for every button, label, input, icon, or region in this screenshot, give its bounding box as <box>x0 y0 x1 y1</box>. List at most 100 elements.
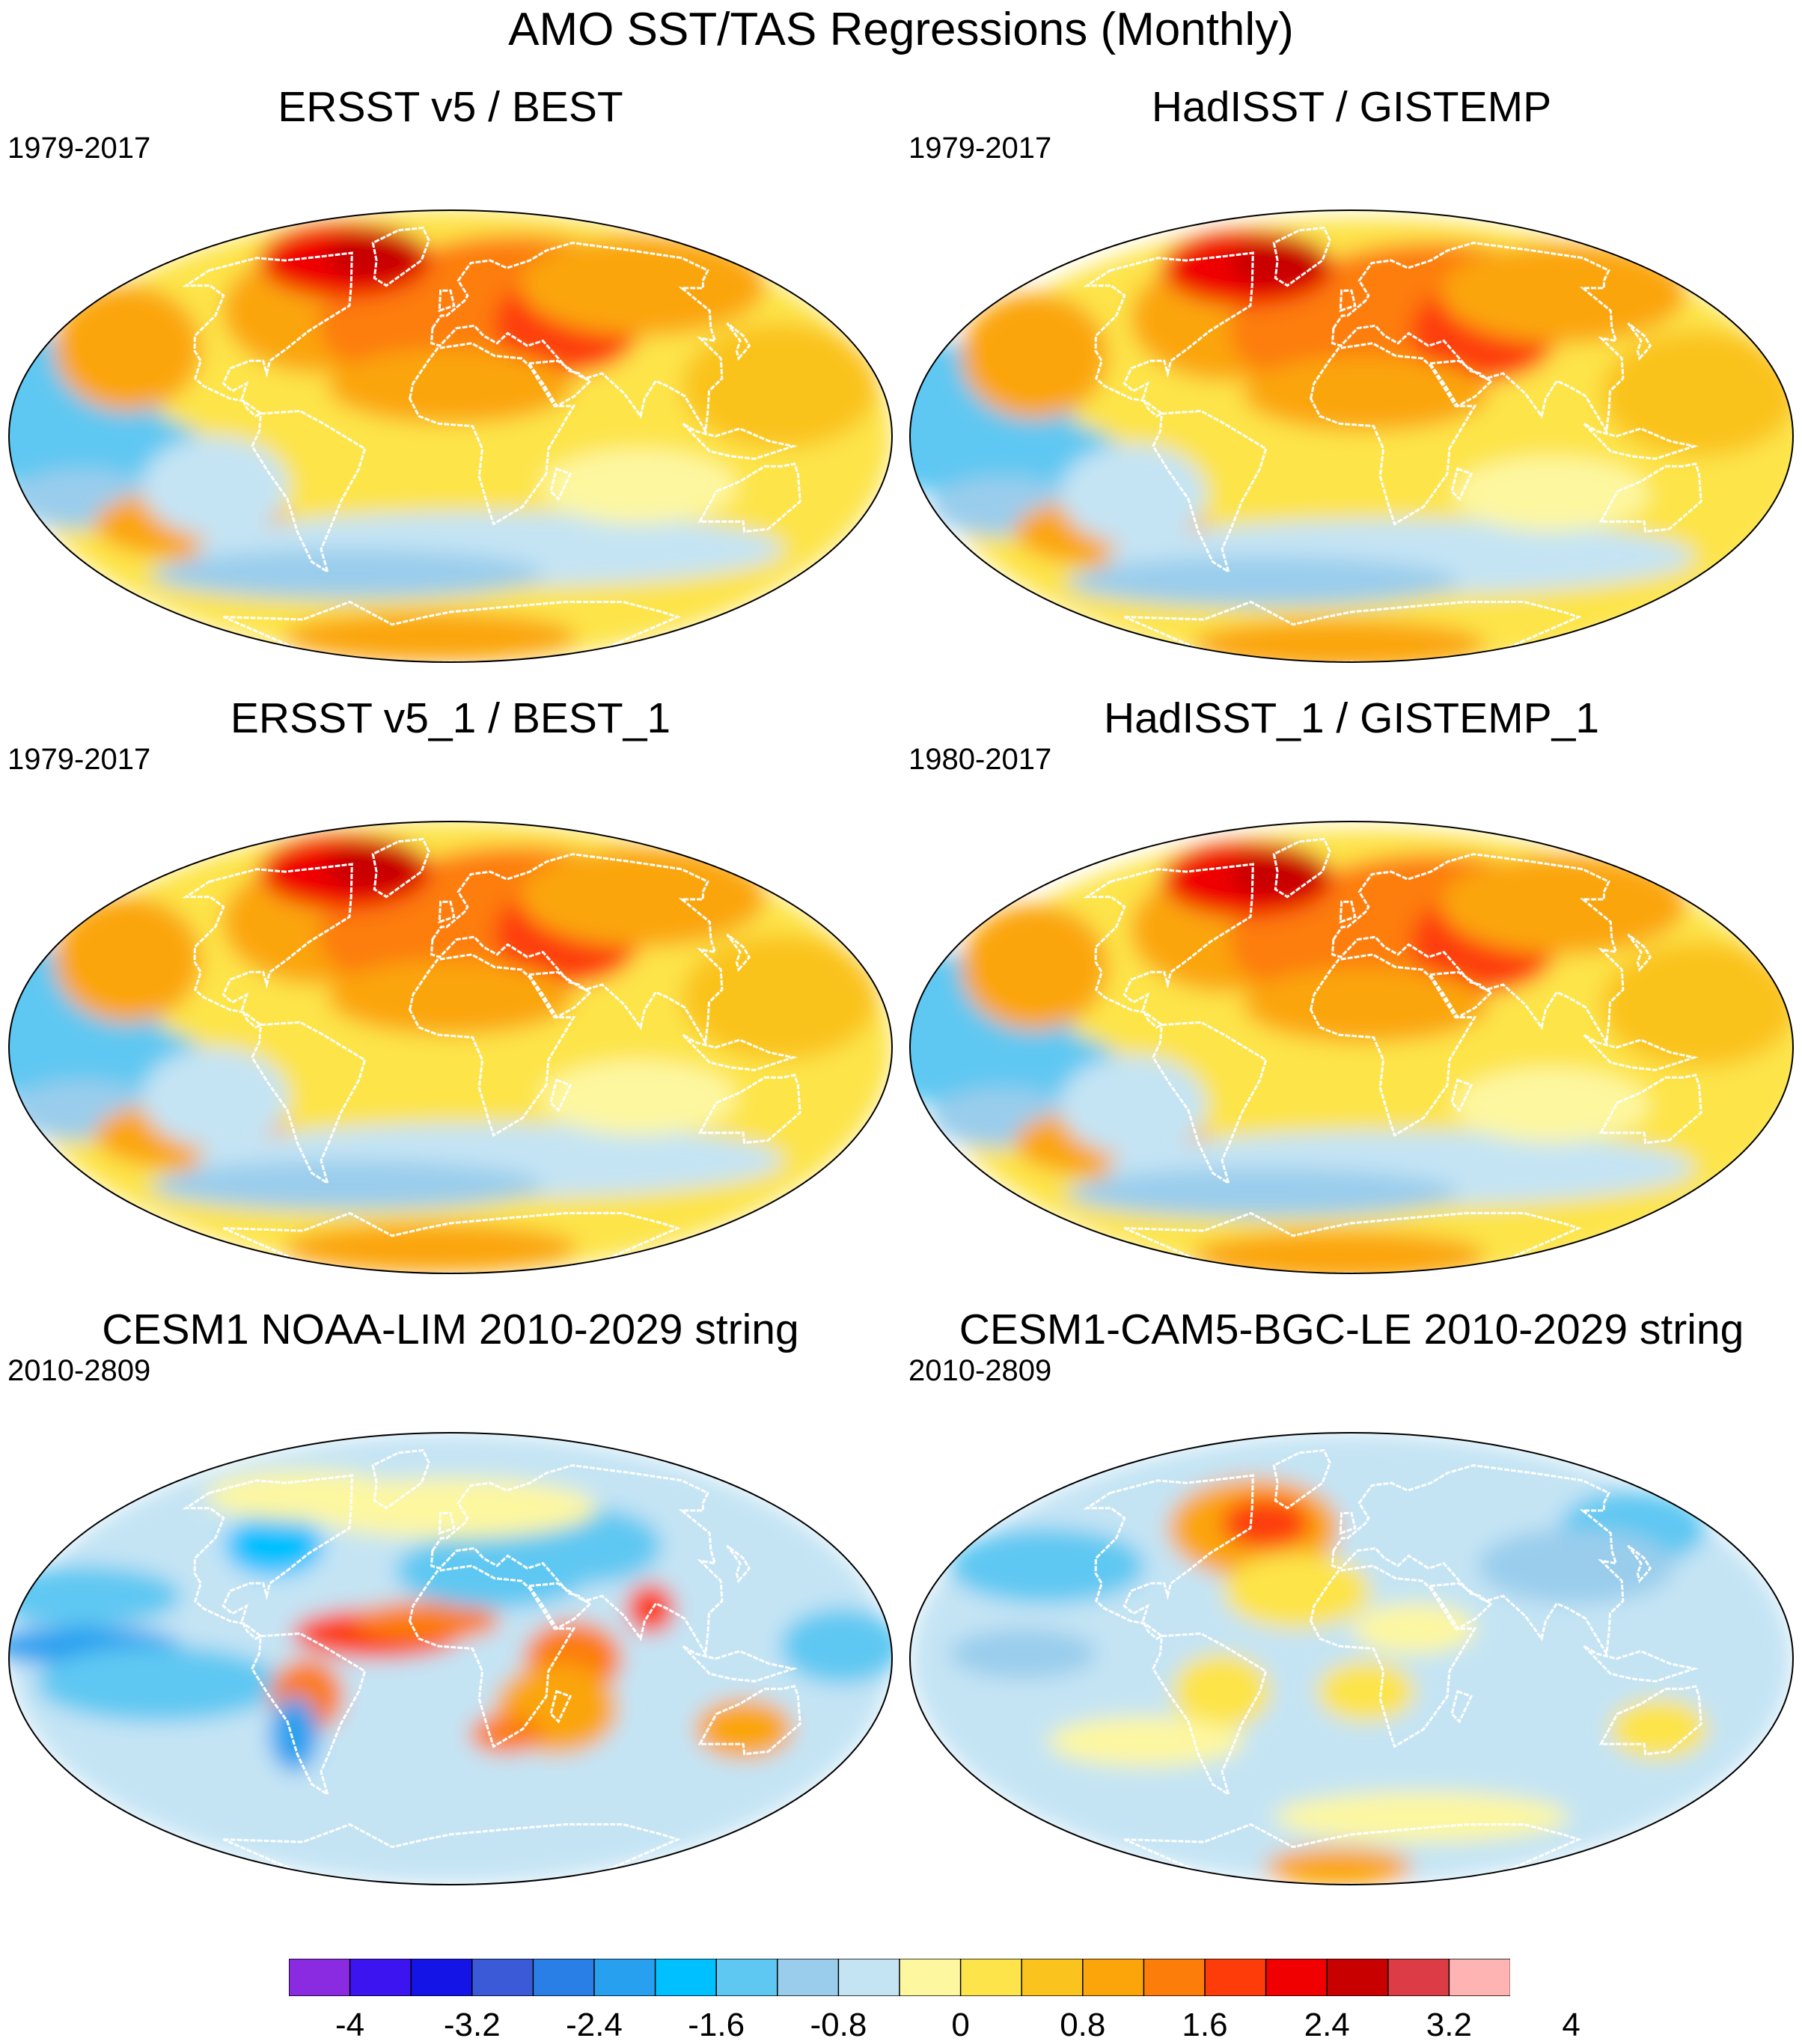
coastline-eurasia <box>1331 1464 1625 1657</box>
coastline-arabia <box>527 970 593 1019</box>
anomaly-region <box>1221 1498 1310 1549</box>
regression-field <box>9 1433 892 1885</box>
anomaly-region <box>682 934 879 1060</box>
map-outline <box>8 821 893 1274</box>
anomaly-region <box>150 1160 543 1211</box>
colorbar-tick-label: -1.6 <box>688 2007 745 2043</box>
map-outline <box>909 209 1794 663</box>
anomaly-region <box>150 549 543 600</box>
coastline-indonesia <box>682 1033 798 1071</box>
panel-years: 1980-2017 <box>908 743 1052 776</box>
coastline-africa <box>409 342 576 526</box>
anomaly-region <box>1048 1716 1244 1767</box>
colorbar-swatch <box>471 1959 534 1996</box>
coastline-madagascar <box>1450 467 1473 501</box>
coastline-indonesia <box>1583 422 1699 460</box>
colorbar <box>289 1959 1510 1996</box>
anomaly-region <box>781 1608 892 1684</box>
anomaly-region <box>1243 355 1488 432</box>
colorbar-swatch <box>777 1959 840 1996</box>
coastline-northAmerica <box>182 1474 353 1640</box>
colorbar-tick-label: -2.4 <box>566 2007 623 2043</box>
anomaly-region <box>1453 456 1649 532</box>
anomaly-region <box>54 285 201 411</box>
anomaly-region <box>520 235 766 336</box>
anomaly-region <box>141 1047 289 1148</box>
anomaly-region <box>283 611 578 662</box>
anomaly-region <box>1243 967 1488 1043</box>
colorbar-swatch <box>349 1959 412 1996</box>
regression-map <box>909 1432 1794 1885</box>
figure-title: AMO SST/TAS Regressions (Monthly) <box>508 4 1294 55</box>
regression-field <box>910 829 1793 1273</box>
map-outline <box>909 1432 1794 1885</box>
coastline-uk <box>438 1511 456 1535</box>
anomaly-region <box>540 448 737 524</box>
coastline-greenland <box>371 837 430 899</box>
coastline-southAmerica <box>1152 1632 1268 1797</box>
colorbar-swatch <box>1265 1959 1328 1996</box>
panel-title: ERSST v5 / BEST <box>278 83 623 131</box>
coastline-northAmerica <box>182 251 353 417</box>
anomaly-region <box>1609 1698 1708 1760</box>
anomaly-region <box>303 1478 598 1538</box>
coastline-eurasia <box>1331 853 1625 1046</box>
anomaly-region <box>328 959 573 1035</box>
coastline-greenland <box>1272 226 1331 287</box>
anomaly-region <box>1274 1791 1569 1842</box>
colorbar-swatch <box>715 1959 779 1996</box>
colorbar-tick-label: 1.6 <box>1182 2007 1228 2043</box>
anomaly-region <box>626 1583 676 1634</box>
coastline-uk <box>1339 289 1357 313</box>
map-outline <box>8 1432 893 1885</box>
colorbar-swatch <box>959 1959 1023 1996</box>
coastline-madagascar <box>549 1689 572 1724</box>
coastline-japan <box>1627 322 1652 361</box>
panel-years: 2010-2809 <box>908 1354 1052 1387</box>
colorbar-tick-label: 2.4 <box>1304 2007 1350 2043</box>
coastline-indonesia <box>682 1644 798 1683</box>
panel-years: 1979-2017 <box>7 743 151 776</box>
colorbar-swatch <box>899 1959 962 1996</box>
map-panel-cesm1-noaa-lim: CESM1 NOAA-LIM 2010-2029 string 2010-280… <box>0 1303 901 1915</box>
coastline-uk <box>438 289 456 313</box>
regression-field <box>910 218 1793 662</box>
panel-title: HadISST_1 / GISTEMP_1 <box>1103 694 1600 742</box>
anomaly-region <box>948 1528 1145 1604</box>
coastline-eurasia <box>1331 242 1625 435</box>
anomaly-region <box>1441 854 1686 955</box>
coastline-indonesia <box>1583 1644 1699 1683</box>
anomaly-region <box>225 1515 323 1576</box>
colorbar-swatch <box>1082 1959 1145 1996</box>
coastline-northAmerica <box>1083 863 1254 1029</box>
colorbar-swatch <box>1204 1959 1267 1996</box>
anomaly-region <box>283 1223 578 1273</box>
coastline-japan <box>726 322 751 361</box>
coastline-australia <box>1598 1685 1702 1756</box>
colorbar-swatch <box>532 1959 596 1996</box>
coastline-uk <box>438 900 456 924</box>
coastline-southAmerica <box>1152 409 1268 575</box>
colorbar-tick-label: -4 <box>335 2007 365 2043</box>
coastline-africa <box>1310 953 1477 1137</box>
coastline-northAmerica <box>1083 1474 1254 1640</box>
anomaly-region <box>352 1600 501 1641</box>
anomaly-region <box>54 896 201 1023</box>
regression-field <box>9 821 892 1273</box>
coastline-uk <box>1339 1511 1357 1535</box>
coastline-greenland <box>371 226 430 287</box>
map-outline <box>909 821 1794 1274</box>
coastlines <box>182 837 801 1273</box>
panel-title: HadISST / GISTEMP <box>1151 83 1552 131</box>
coastline-southAmerica <box>251 409 367 575</box>
anomaly-region <box>141 436 289 537</box>
coastline-africa <box>409 1564 576 1748</box>
panel-title: CESM1 NOAA-LIM 2010-2029 string <box>102 1306 799 1353</box>
coastline-australia <box>1598 1074 1702 1145</box>
colorbar-tick-label: 3.2 <box>1426 2007 1472 2043</box>
anomaly-region <box>1453 1067 1649 1143</box>
anomaly-region <box>682 323 879 449</box>
coastline-southAmerica <box>1152 1021 1268 1186</box>
colorbar-swatch <box>1021 1959 1084 1996</box>
anomaly-region <box>1265 1846 1413 1885</box>
